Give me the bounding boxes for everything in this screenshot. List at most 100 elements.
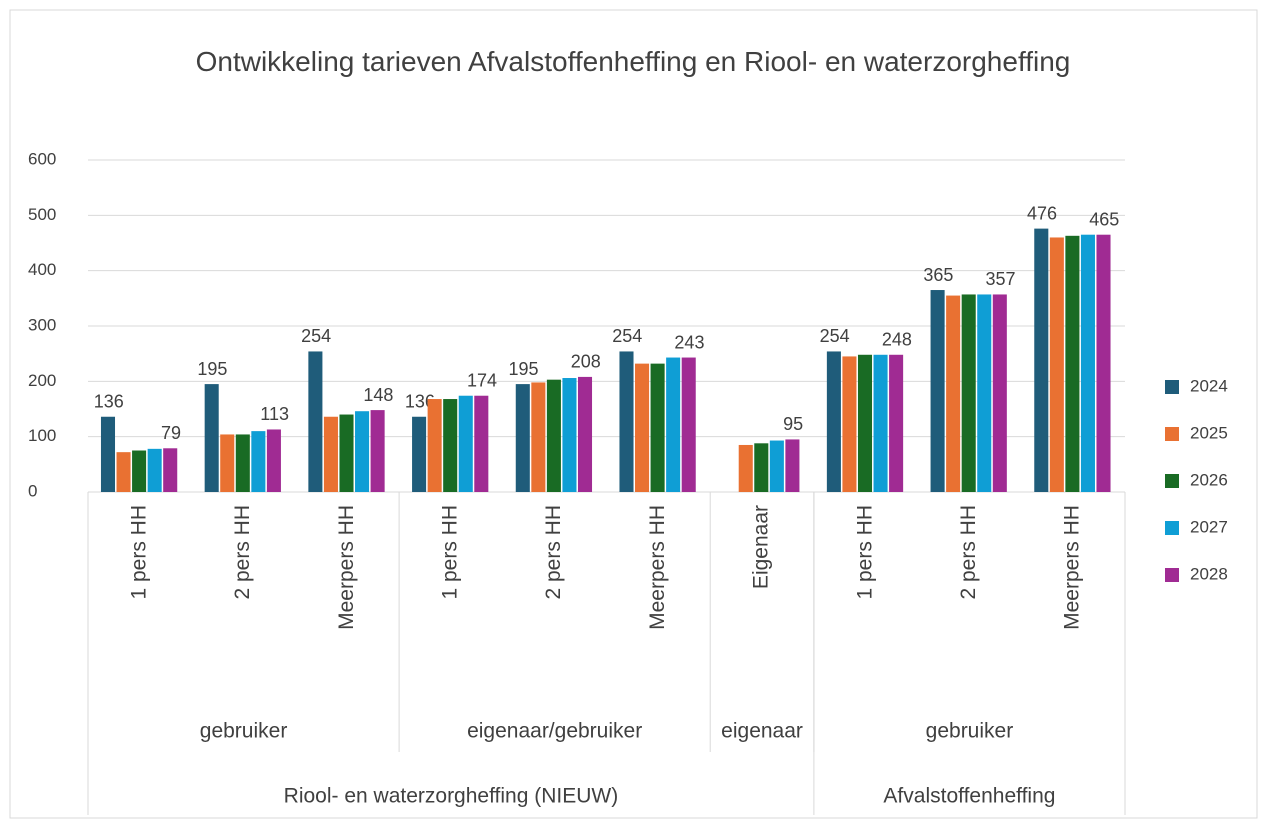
data-label: 476 [1027,203,1057,223]
bar [204,384,219,492]
bar [1049,237,1064,492]
bar [842,356,857,492]
bar [930,290,945,492]
bar [220,434,235,492]
bar [266,429,281,492]
bar [826,351,841,492]
bar [738,444,753,492]
legend-swatch [1165,521,1179,535]
y-tick-label: 400 [28,260,56,279]
bar [754,443,769,492]
legend-swatch [1165,380,1179,394]
bar [977,294,992,492]
data-label: 208 [571,352,601,372]
legend-swatch [1165,474,1179,488]
bar [992,294,1007,492]
bar [635,363,650,492]
bar [427,399,442,492]
bar [147,448,162,492]
bar [857,354,873,492]
data-label: 195 [197,359,227,379]
legend-label: 2026 [1190,470,1228,489]
y-tick-label: 200 [28,371,56,390]
y-tick-label: 500 [28,205,56,224]
x-tick-label: Meerpers HH [335,505,358,630]
y-tick-label: 600 [28,149,56,168]
bar [251,431,266,492]
x-tick-label: Meerpers HH [646,505,669,630]
y-tick-label: 0 [28,481,37,500]
legend-swatch [1165,568,1179,582]
bar [531,382,546,492]
x-tick-label: 2 pers HH [542,505,565,600]
bar [577,376,593,492]
bar [666,357,681,492]
bar [339,414,354,492]
bar [370,410,385,492]
data-label: 79 [161,423,181,443]
bar [308,351,323,492]
data-label: 95 [783,414,803,434]
data-label: 357 [986,269,1016,289]
legend-label: 2027 [1190,517,1228,536]
group-label: gebruiker [200,720,288,743]
group-label: eigenaar/gebruiker [467,720,642,743]
chart-title: Ontwikkeling tarieven Afvalstoffenheffin… [195,46,1071,77]
data-label: 113 [260,404,289,424]
bar [650,363,665,492]
data-label: 136 [94,391,124,411]
bar [946,295,961,492]
bar [474,395,489,492]
data-label: 365 [923,265,953,285]
bar [515,384,530,492]
x-tick-label: Meerpers HH [1061,505,1084,630]
y-tick-label: 100 [28,426,56,445]
bar [132,450,147,492]
top-group-label: Riool- en waterzorgheffing (NIEUW) [284,785,619,808]
top-group-label: Afvalstoffenheffing [883,785,1055,808]
bar [1034,228,1049,492]
bar [458,395,473,492]
bar [961,294,976,492]
data-label: 465 [1089,209,1119,229]
data-label: 136 [405,391,435,411]
x-tick-label: Eigenaar [750,505,773,589]
data-label: 174 [467,370,497,390]
legend-label: 2024 [1190,376,1228,395]
bar [873,354,888,492]
bar [100,416,116,492]
data-label: 254 [820,326,850,346]
legend-label: 2025 [1190,423,1228,442]
data-label: 254 [301,326,331,346]
group-label: gebruiker [926,720,1014,743]
bar [562,378,577,492]
legend-swatch [1165,427,1179,441]
bar [443,399,458,492]
legend-label: 2028 [1190,564,1228,583]
bar [769,440,784,492]
data-label: 248 [882,330,912,350]
bar [1096,234,1111,492]
bar [235,434,250,492]
bar [889,354,904,492]
y-tick-label: 300 [28,315,56,334]
x-tick-label: 2 pers HH [231,505,254,600]
x-tick-label: 1 pers HH [853,505,876,600]
bar [355,411,370,492]
bar [1065,235,1080,492]
data-label: 243 [674,332,704,352]
bar [116,452,131,492]
x-tick-label: 1 pers HH [127,505,150,600]
bar [681,357,696,492]
bar [412,416,427,492]
x-tick-label: 2 pers HH [957,505,980,600]
bar [163,448,178,492]
data-label: 148 [363,385,393,405]
group-label: eigenaar [721,720,803,743]
bar [323,416,338,492]
bar [546,379,561,492]
bar [785,439,800,492]
x-tick-label: 1 pers HH [438,505,461,600]
